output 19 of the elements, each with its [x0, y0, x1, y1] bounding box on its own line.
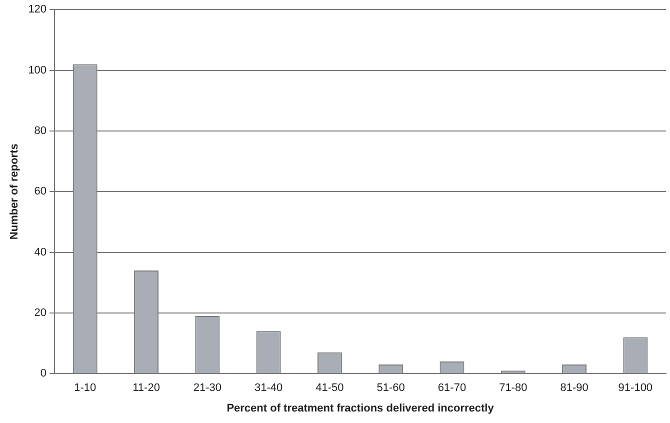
x-axis-title: Percent of treatment fractions delivered incorrectly — [226, 402, 495, 414]
x-tick-label: 71-80 — [499, 382, 528, 394]
x-tick-label: 91-100 — [618, 382, 653, 394]
y-tick-label: 60 — [34, 186, 47, 198]
y-tick-label: 20 — [34, 306, 47, 319]
y-tick-label: 0 — [40, 368, 47, 380]
y-tick-label: 80 — [34, 124, 47, 137]
x-tick-label: 41-50 — [316, 382, 344, 394]
x-tick-label: 1-10 — [74, 382, 96, 394]
x-tick-label: 61-70 — [438, 382, 466, 394]
x-tick-label: 81-90 — [560, 382, 588, 394]
x-tick-label: 21-30 — [193, 382, 222, 394]
x-tick-label: 11-20 — [132, 382, 160, 394]
y-tick-label: 100 — [28, 64, 47, 76]
y-tick-label: 120 — [28, 4, 47, 16]
x-tick-label: 31-40 — [254, 382, 283, 394]
y-axis-title: Number of reports — [8, 144, 21, 240]
y-tick-label: 40 — [34, 246, 47, 258]
x-tick-label: 51-60 — [376, 382, 405, 394]
